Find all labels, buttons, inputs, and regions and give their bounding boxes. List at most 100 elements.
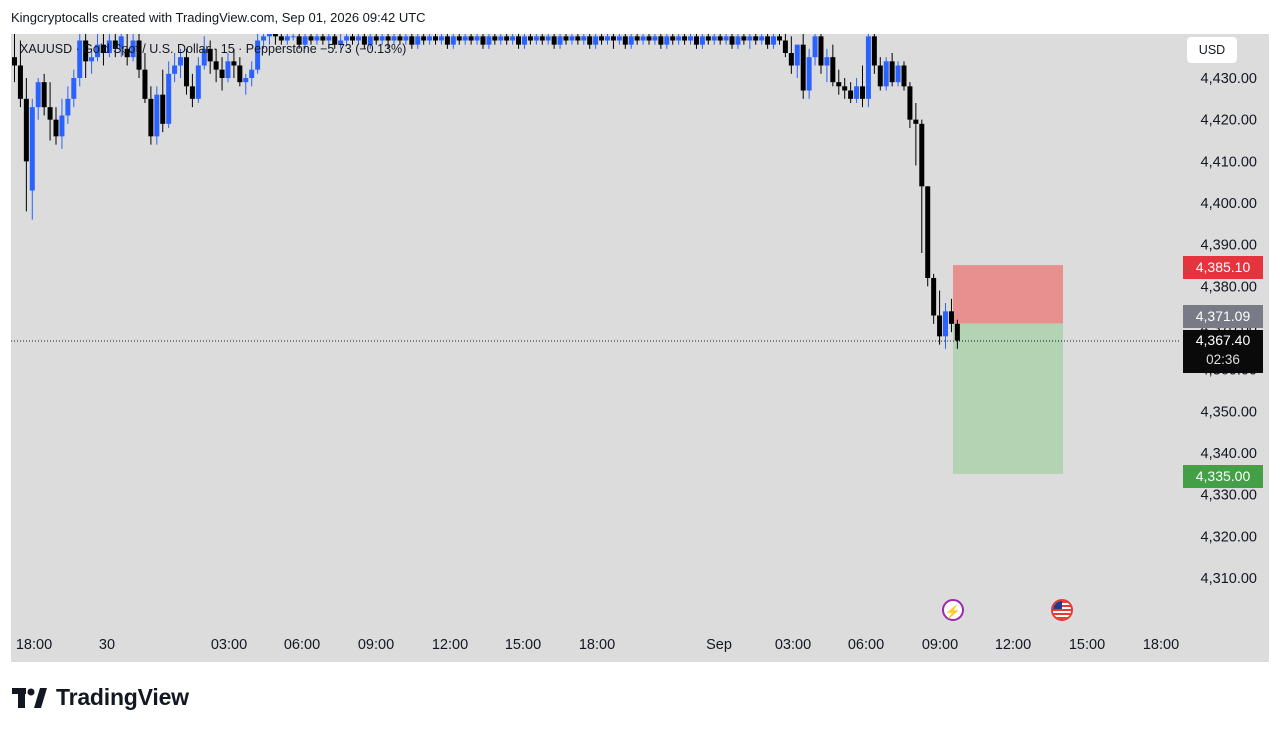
candle xyxy=(729,34,735,49)
candle xyxy=(699,34,705,49)
candle xyxy=(373,34,379,45)
candle xyxy=(355,34,361,45)
candle xyxy=(605,34,610,45)
candle xyxy=(438,34,444,45)
time-tick-label: 03:00 xyxy=(211,637,247,653)
time-tick-label: 06:00 xyxy=(284,637,320,653)
stop-loss-price-label: 4,385.10 xyxy=(1183,256,1263,279)
candle xyxy=(545,34,551,45)
candle xyxy=(462,34,468,45)
candle xyxy=(705,34,711,45)
candle xyxy=(41,73,47,116)
time-tick-label: 06:00 xyxy=(848,637,884,653)
candle xyxy=(943,303,949,349)
time-tick-label: 09:00 xyxy=(358,637,394,653)
candle xyxy=(213,48,219,83)
candle xyxy=(284,34,290,45)
candle xyxy=(640,34,646,45)
candle xyxy=(100,34,106,66)
lightning-icon[interactable]: ⚡ xyxy=(942,599,964,621)
time-tick-label: 18:00 xyxy=(1143,637,1179,653)
candle xyxy=(338,34,344,49)
time-tick-label: Sep xyxy=(706,637,732,653)
candle xyxy=(367,34,373,49)
candle xyxy=(521,34,527,49)
price-tick-label: 4,340.00 xyxy=(1201,446,1257,462)
candle xyxy=(468,34,474,45)
candle xyxy=(616,34,622,45)
candle xyxy=(954,319,960,349)
candle xyxy=(539,34,545,45)
candle xyxy=(219,57,225,91)
candle xyxy=(302,34,308,49)
candle xyxy=(670,34,676,45)
time-tick-label: 12:00 xyxy=(995,637,1031,653)
candle xyxy=(237,57,243,87)
candle xyxy=(391,34,397,45)
candle xyxy=(23,78,29,212)
candle xyxy=(824,48,830,83)
candle xyxy=(261,34,267,49)
candle xyxy=(59,98,65,149)
candle xyxy=(593,34,599,49)
candle xyxy=(35,78,41,120)
candle xyxy=(65,86,71,124)
candle xyxy=(486,34,492,49)
candle xyxy=(895,61,901,87)
candle xyxy=(628,34,634,49)
time-tick-label: 18:00 xyxy=(16,637,52,653)
candle xyxy=(136,34,142,78)
candle xyxy=(569,34,575,45)
stop-loss-zone[interactable] xyxy=(953,265,1063,324)
candle xyxy=(711,34,717,45)
candle xyxy=(676,34,682,45)
candle xyxy=(403,34,409,45)
price-tick-label: 4,410.00 xyxy=(1201,154,1257,170)
candle xyxy=(806,48,812,99)
candle xyxy=(379,34,385,45)
candle xyxy=(118,34,124,58)
candle xyxy=(480,34,486,49)
candle xyxy=(415,34,421,49)
symbol-info[interactable]: XAUUSD · Gold Spot / U.S. Dollar · 15 · … xyxy=(20,42,407,56)
candle xyxy=(794,44,800,78)
candle xyxy=(77,34,83,87)
take-profit-price-label: 4,335.00 xyxy=(1183,465,1263,488)
candle xyxy=(166,61,172,128)
candle xyxy=(527,34,533,45)
candle xyxy=(937,290,943,345)
candle xyxy=(931,273,937,324)
candle xyxy=(557,34,563,49)
candle xyxy=(474,34,480,45)
price-tick-label: 4,330.00 xyxy=(1201,488,1257,504)
candle xyxy=(575,34,581,45)
price-tick-label: 4,430.00 xyxy=(1201,71,1257,87)
candle xyxy=(818,34,824,74)
time-tick-label: 09:00 xyxy=(922,637,958,653)
candle xyxy=(741,34,747,45)
candle xyxy=(243,73,249,95)
candle xyxy=(255,34,261,74)
tradingview-logo-icon xyxy=(12,687,47,708)
candle xyxy=(124,34,130,66)
candle xyxy=(350,34,356,45)
candle xyxy=(765,34,771,49)
candle xyxy=(189,73,195,108)
candle xyxy=(581,34,587,45)
us-flag-icon[interactable] xyxy=(1051,599,1073,621)
currency-selector[interactable]: USD xyxy=(1187,37,1237,63)
time-tick-label: 30 xyxy=(99,637,115,653)
candle xyxy=(154,86,160,145)
time-tick-label: 12:00 xyxy=(432,637,468,653)
chart-credit: Kingcryptocalls created with TradingView… xyxy=(11,10,426,25)
take-profit-zone[interactable] xyxy=(953,323,1063,474)
time-tick-label: 15:00 xyxy=(1069,637,1105,653)
candle xyxy=(688,34,694,45)
candle xyxy=(421,34,427,45)
candle xyxy=(925,186,931,287)
candle xyxy=(859,65,865,108)
candle xyxy=(877,57,883,91)
candle xyxy=(599,34,605,45)
candle xyxy=(664,34,670,49)
